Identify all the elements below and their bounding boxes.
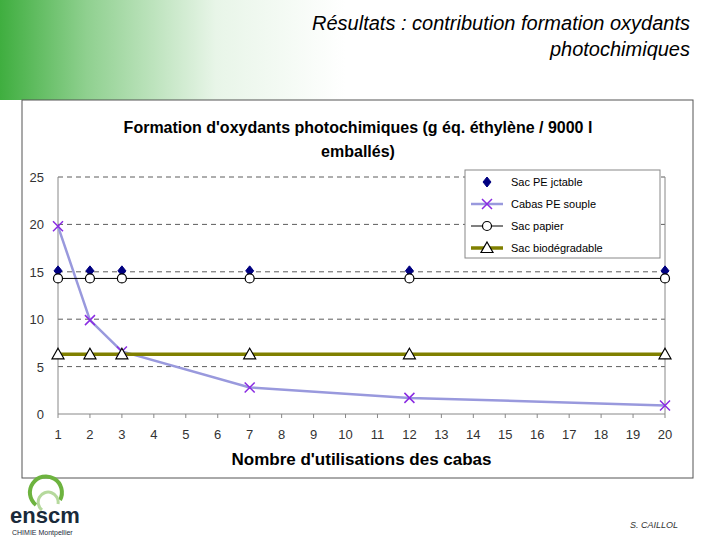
y-tick-label: 25 — [30, 170, 44, 185]
marker — [404, 393, 414, 403]
marker — [116, 348, 128, 359]
marker — [405, 274, 414, 283]
legend-marker — [481, 242, 493, 253]
x-tick-label: 7 — [246, 427, 253, 442]
marker — [403, 348, 415, 359]
x-tick — [121, 414, 122, 418]
y-tick-label: 20 — [30, 217, 44, 232]
slide-title: Résultats : contribution formation oxyda… — [170, 10, 690, 62]
plot-border — [665, 177, 666, 414]
x-tick — [569, 414, 570, 418]
x-tick-label: 13 — [434, 427, 448, 442]
legend-marker — [483, 177, 491, 187]
marker — [84, 348, 96, 359]
marker — [85, 315, 95, 325]
x-tick-label: 10 — [338, 427, 352, 442]
legend-box — [465, 170, 660, 258]
title-line: emballés) — [321, 143, 395, 160]
logo-text: enscm — [10, 503, 80, 528]
marker — [52, 348, 64, 359]
legend-label: Sac papier — [511, 220, 564, 232]
x-tick-label: 16 — [530, 427, 544, 442]
legend-marker — [483, 222, 492, 231]
series-line — [58, 353, 665, 357]
legend: Sac PE jctable Cabas PE souple Sac papier S… — [465, 170, 660, 258]
x-tick-label: 17 — [562, 427, 576, 442]
x-tick — [441, 414, 442, 418]
plot-marks — [52, 221, 671, 410]
x-tick — [601, 414, 602, 418]
marker — [245, 382, 255, 392]
x-tick — [185, 414, 186, 418]
grid-line — [58, 271, 665, 272]
x-tick-label: 1 — [54, 427, 61, 442]
marker — [117, 274, 126, 283]
y-tick-label: 10 — [30, 312, 44, 327]
legend-label: Sac biodégradable — [511, 242, 603, 254]
chart: 0510152025123456789101112131415161718192… — [0, 0, 720, 540]
marker — [244, 348, 256, 359]
grid-line — [58, 366, 665, 367]
x-tick — [249, 414, 250, 418]
x-tick-label: 18 — [594, 427, 608, 442]
x-tick-label: 20 — [658, 427, 672, 442]
grid-line — [58, 319, 665, 320]
series-line — [58, 226, 665, 405]
x-axis-title: Nombre d'utilisations des cabas — [231, 450, 491, 469]
marker — [659, 348, 671, 359]
x-tick-label: 2 — [86, 427, 93, 442]
x-tick — [633, 414, 634, 418]
x-tick-label: 14 — [466, 427, 480, 442]
y-axis-line — [58, 177, 59, 414]
x-tick-label: 9 — [310, 427, 317, 442]
y-tick-label: 15 — [30, 265, 44, 280]
x-tick-label: 6 — [214, 427, 221, 442]
chart-frame — [22, 100, 693, 478]
author: S. CAILLOL — [630, 520, 678, 530]
x-tick — [665, 414, 666, 418]
x-axis-line — [58, 414, 665, 415]
marker — [661, 274, 670, 283]
legend-label: Cabas PE souple — [511, 198, 596, 210]
marker — [53, 221, 63, 231]
x-tick-label: 8 — [278, 427, 285, 442]
x-tick-label: 5 — [182, 427, 189, 442]
x-tick — [409, 414, 410, 418]
x-tick — [473, 414, 474, 418]
marker — [85, 274, 94, 283]
marker — [54, 274, 63, 283]
x-tick-label: 3 — [118, 427, 125, 442]
x-tick-label: 11 — [371, 427, 385, 442]
marker — [245, 274, 254, 283]
x-tick-label: 19 — [626, 427, 640, 442]
x-tick — [313, 414, 314, 418]
x-tick — [377, 414, 378, 418]
x-tick — [217, 414, 218, 418]
legend-label: Sac PE jctable — [511, 176, 583, 188]
x-tick — [505, 414, 506, 418]
x-tick-label: 15 — [498, 427, 512, 442]
x-tick-label: 12 — [402, 427, 416, 442]
chart-title: Formation d'oxydants photochimiques (g é… — [124, 119, 593, 160]
logo-subtitle: CHIMIE Montpellier — [12, 529, 73, 537]
x-tick — [58, 414, 59, 418]
x-tick — [537, 414, 538, 418]
x-tick — [89, 414, 90, 418]
y-tick-label: 5 — [37, 360, 44, 375]
y-tick-label: 0 — [37, 407, 44, 422]
series-line — [58, 278, 665, 279]
marker — [660, 400, 670, 410]
x-tick — [345, 414, 346, 418]
x-tick-label: 4 — [150, 427, 157, 442]
x-tick — [153, 414, 154, 418]
x-tick — [281, 414, 282, 418]
legend-marker — [482, 199, 492, 209]
title-line: Formation d'oxydants photochimiques (g é… — [124, 119, 593, 136]
